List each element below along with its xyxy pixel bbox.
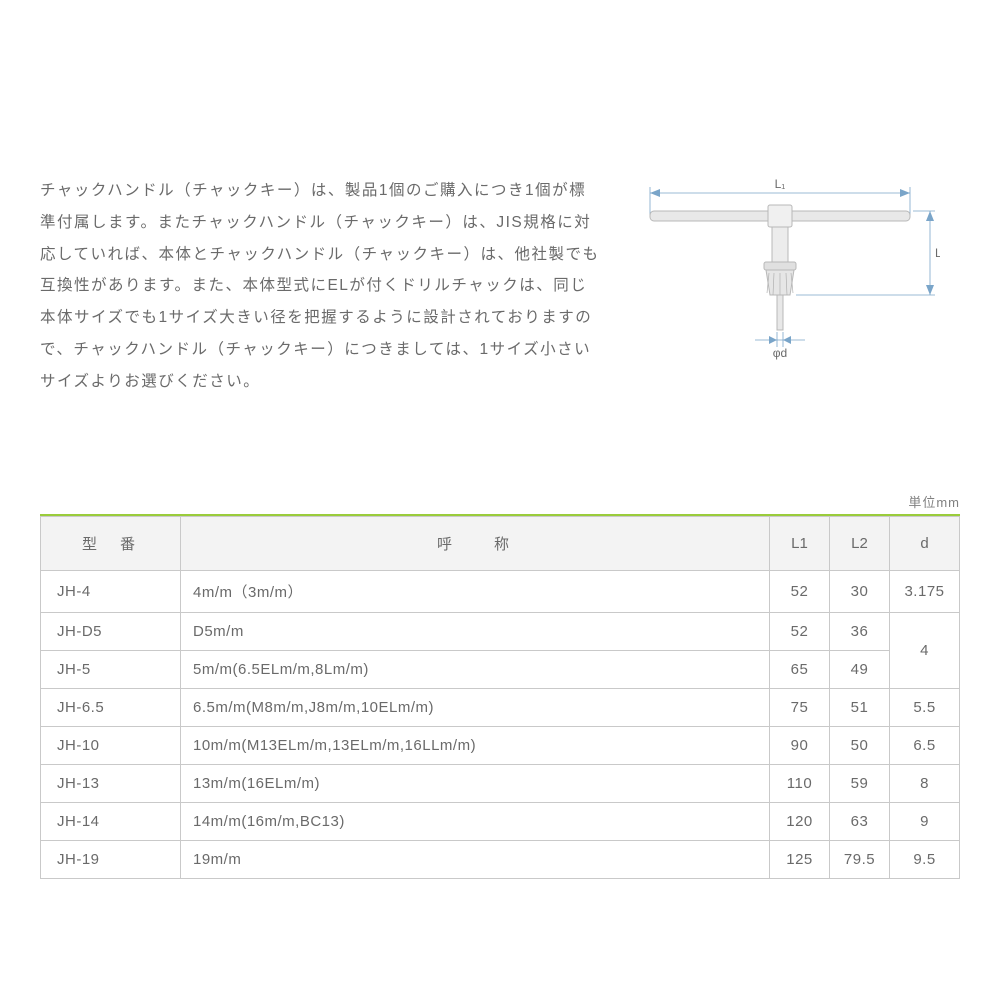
- cell-d: 8: [890, 765, 960, 803]
- cell-model: JH-5: [41, 651, 181, 689]
- table-row: JH-1313m/m(16ELm/m)110598: [41, 765, 960, 803]
- dim-label-d: φd: [773, 346, 787, 360]
- cell-name: 13m/m(16ELm/m): [181, 765, 770, 803]
- col-model: 型 番: [41, 517, 181, 571]
- cell-d: 4: [890, 613, 960, 689]
- cell-L1: 52: [770, 571, 830, 613]
- spec-table: 型 番 呼 称 L1 L2 d JH-44m/m（3m/m）52303.175J…: [40, 516, 960, 879]
- description-text: チャックハンドル（チャックキー）は、製品1個のご購入につき1個が標準付属します。…: [40, 175, 600, 397]
- cell-L1: 110: [770, 765, 830, 803]
- cell-name: 6.5m/m(M8m/m,J8m/m,10ELm/m): [181, 689, 770, 727]
- cell-model: JH-10: [41, 727, 181, 765]
- cell-L1: 75: [770, 689, 830, 727]
- unit-label: 単位mm: [40, 492, 960, 511]
- table-row: JH-1919m/m12579.59.5: [41, 841, 960, 879]
- cell-d: 9: [890, 803, 960, 841]
- table-row: JH-1010m/m(M13ELm/m,13ELm/m,16LLm/m)9050…: [41, 727, 960, 765]
- cell-name: 5m/m(6.5ELm/m,8Lm/m): [181, 651, 770, 689]
- cell-d: 9.5: [890, 841, 960, 879]
- cell-name: 19m/m: [181, 841, 770, 879]
- col-name: 呼 称: [181, 517, 770, 571]
- table-row: JH-55m/m(6.5ELm/m,8Lm/m)6549: [41, 651, 960, 689]
- cell-name: 10m/m(M13ELm/m,13ELm/m,16LLm/m): [181, 727, 770, 765]
- table-row: JH-44m/m（3m/m）52303.175: [41, 571, 960, 613]
- dim-label-L1: L₁: [775, 177, 786, 191]
- dim-label-L2: L₂: [935, 246, 940, 260]
- table-row: JH-1414m/m(16m/m,BC13)120639: [41, 803, 960, 841]
- cell-L2: 50: [830, 727, 890, 765]
- col-d: d: [890, 517, 960, 571]
- table-row: JH-D5D5m/m52364: [41, 613, 960, 651]
- cell-L2: 51: [830, 689, 890, 727]
- cell-d: 3.175: [890, 571, 960, 613]
- table-row: JH-6.56.5m/m(M8m/m,J8m/m,10ELm/m)75515.5: [41, 689, 960, 727]
- cell-L1: 65: [770, 651, 830, 689]
- cell-model: JH-4: [41, 571, 181, 613]
- cell-L2: 30: [830, 571, 890, 613]
- table-header-row: 型 番 呼 称 L1 L2 d: [41, 517, 960, 571]
- col-L2: L2: [830, 517, 890, 571]
- cell-d: 5.5: [890, 689, 960, 727]
- cell-L2: 36: [830, 613, 890, 651]
- cell-model: JH-19: [41, 841, 181, 879]
- cell-model: JH-6.5: [41, 689, 181, 727]
- cell-model: JH-D5: [41, 613, 181, 651]
- cell-d: 6.5: [890, 727, 960, 765]
- cell-model: JH-14: [41, 803, 181, 841]
- cell-L2: 59: [830, 765, 890, 803]
- chuck-key-diagram: L₁: [630, 175, 940, 375]
- cell-L1: 90: [770, 727, 830, 765]
- cell-name: 4m/m（3m/m）: [181, 571, 770, 613]
- cell-L2: 79.5: [830, 841, 890, 879]
- cell-L1: 52: [770, 613, 830, 651]
- col-L1: L1: [770, 517, 830, 571]
- cell-L1: 120: [770, 803, 830, 841]
- cell-name: D5m/m: [181, 613, 770, 651]
- cell-name: 14m/m(16m/m,BC13): [181, 803, 770, 841]
- cell-L2: 63: [830, 803, 890, 841]
- cell-L2: 49: [830, 651, 890, 689]
- cell-L1: 125: [770, 841, 830, 879]
- cell-model: JH-13: [41, 765, 181, 803]
